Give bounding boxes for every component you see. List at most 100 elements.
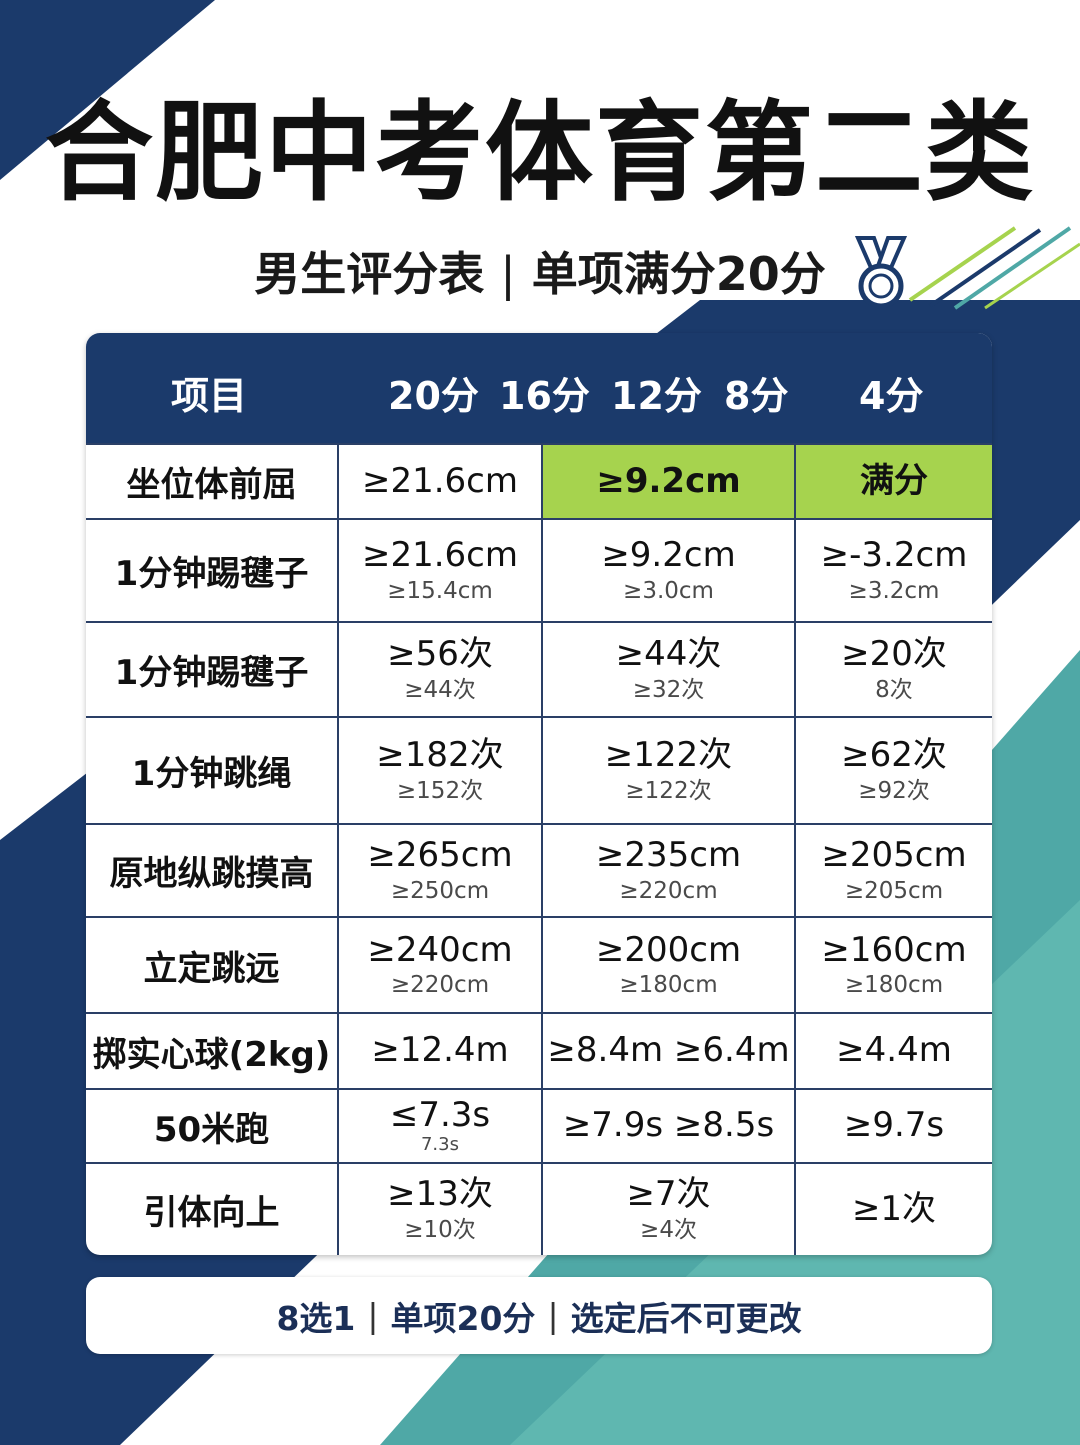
value-cell: ≥235cm ≥220cm — [541, 825, 794, 916]
value-cell: ≥160cm ≥180cm — [794, 918, 992, 1012]
row-label: 1分钟跳绳 — [131, 754, 292, 794]
table-row: 1分钟踢毽子 ≥21.6cm ≥15.4cm ≥9.2cm ≥3.0cm ≥-3.2… — [86, 518, 992, 621]
value-sub: ≥205cm — [844, 877, 944, 904]
value-sub: ≥32次 — [632, 676, 705, 703]
header-8: 8分 — [724, 374, 789, 418]
footer-separator: | — [547, 1296, 559, 1335]
value-main: ≥200cm — [595, 929, 742, 970]
table-row: 立定跳远 ≥240cm ≥220cm ≥200cm ≥180cm ≥160cm ≥18… — [86, 916, 992, 1012]
value-main: ≥182次 — [376, 735, 504, 776]
value-cell-highlight: ≥9.2cm — [541, 445, 794, 518]
value-cell: ≥265cm ≥250cm — [337, 825, 541, 916]
value-sub: ≥180cm — [844, 972, 944, 999]
value-cell: ≥9.7s — [794, 1090, 992, 1162]
value-cell: ≥20次 8次 — [794, 623, 992, 716]
header-4: 4分 — [859, 374, 924, 418]
value-main: ≥7次 — [626, 1174, 711, 1215]
row-label: 立定跳远 — [143, 948, 280, 989]
value-cell: ≥21.6cm — [337, 445, 541, 518]
table-row: 1分钟踢毽子 ≥56次 ≥44次 ≥44次 ≥32次 ≥20次 8次 — [86, 621, 992, 716]
value-main: ≥21.6cm — [361, 535, 518, 576]
value-cell: ≥44次 ≥32次 — [541, 623, 794, 716]
value-main: ≥62次 — [841, 735, 947, 776]
row-label-cell: 原地纵跳摸高 — [86, 825, 337, 916]
table-header: 项目 20分 16分 12分 8分 4分 — [86, 333, 992, 443]
value-sub: ≥220cm — [390, 972, 490, 999]
row-label-cell: 坐位体前屈 — [86, 445, 337, 518]
value-sub: ≥4次 — [640, 1216, 697, 1243]
value-cell: ≥-3.2cm ≥3.2cm — [794, 520, 992, 621]
score-table: 项目 20分 16分 12分 8分 4分 坐位体前屈 ≥21.6cm ≥9.2c… — [86, 333, 992, 1255]
value-main: ≥240cm — [367, 929, 513, 970]
row-label-cell: 1分钟跳绳 — [86, 718, 337, 823]
table-row: 坐位体前屈 ≥21.6cm ≥9.2cm 满分 — [86, 443, 992, 518]
row-label: 50米跑 — [153, 1109, 270, 1150]
value-sub: ≥180cm — [619, 972, 718, 999]
footer-part1: 8选1 — [276, 1298, 356, 1338]
value-cell: ≥1次 — [794, 1164, 992, 1255]
header-20: 20分 — [388, 374, 479, 418]
value-cell: ≥7.9s ≥8.5s — [541, 1090, 794, 1162]
value-main: ≥235cm — [595, 835, 742, 876]
value-main: ≥56次 — [387, 634, 493, 675]
value-sub: ≥15.4cm — [387, 577, 493, 604]
row-label: 坐位体前屈 — [126, 465, 297, 505]
value-main: ≥7.9s ≥8.5s — [562, 1105, 775, 1146]
row-label: 原地纵跳摸高 — [109, 854, 314, 894]
value-sub: ≥3.2cm — [848, 577, 940, 604]
value-sub: ≥10次 — [404, 1216, 476, 1243]
value-main: 满分 — [860, 460, 928, 501]
subtitle-right: 单项满分20分 — [531, 247, 826, 301]
row-label-cell: 50米跑 — [86, 1090, 337, 1162]
value-main: ≥13次 — [387, 1174, 493, 1215]
value-main: ≥1次 — [851, 1188, 937, 1229]
value-sub: ≥152次 — [396, 777, 484, 804]
footer-part3: 选定后不可更改 — [570, 1298, 802, 1338]
table-row: 引体向上 ≥13次 ≥10次 ≥7次 ≥4次 ≥1次 — [86, 1162, 992, 1255]
value-cell: ≥12.4m — [337, 1014, 541, 1088]
row-label: 1分钟踢毽子 — [114, 653, 309, 693]
value-sub: ≥122次 — [625, 777, 712, 804]
value-main: ≥-3.2cm — [820, 535, 968, 576]
value-main: ≥9.7s — [843, 1105, 945, 1146]
header-16: 16分 — [499, 374, 590, 418]
value-sub: ≥220cm — [619, 877, 718, 904]
value-cell: ≤7.3s 7.3s — [337, 1090, 541, 1162]
footer-separator: | — [367, 1296, 379, 1335]
value-main: ≥8.4m ≥6.4m — [547, 1030, 790, 1071]
row-label-cell: 1分钟踢毽子 — [86, 520, 337, 621]
value-main: ≥21.6cm — [361, 460, 518, 501]
value-cell: ≥7次 ≥4次 — [541, 1164, 794, 1255]
value-main: ≥205cm — [821, 835, 967, 876]
value-main: ≤7.3s — [389, 1095, 491, 1136]
value-cell: ≥4.4m — [794, 1014, 992, 1088]
value-main: ≥9.2cm — [601, 535, 736, 576]
medal-icon — [854, 236, 908, 309]
page-subtitle: 男生评分表 | 单项满分20分 — [0, 238, 1080, 304]
row-label-cell: 1分钟踢毽子 — [86, 623, 337, 716]
value-cell: ≥205cm ≥205cm — [794, 825, 992, 916]
value-cell: ≥122次 ≥122次 — [541, 718, 794, 823]
value-cell: ≥62次 ≥92次 — [794, 718, 992, 823]
value-cell: ≥9.2cm ≥3.0cm — [541, 520, 794, 621]
value-main: ≥20次 — [841, 634, 947, 675]
table-row: 原地纵跳摸高 ≥265cm ≥250cm ≥235cm ≥220cm ≥205cm ≥… — [86, 823, 992, 916]
row-label: 掷实心球(2kg) — [92, 1034, 331, 1075]
row-label: 引体向上 — [143, 1193, 280, 1233]
table-row: 50米跑 ≤7.3s 7.3s ≥7.9s ≥8.5s ≥9.7s — [86, 1088, 992, 1162]
value-main: ≥9.2cm — [596, 460, 741, 501]
decorative-stripes — [908, 226, 1080, 310]
value-sub: 8次 — [875, 676, 913, 703]
value-cell: ≥56次 ≥44次 — [337, 623, 541, 716]
value-sub: ≥250cm — [390, 877, 490, 904]
value-main: ≥160cm — [821, 929, 967, 970]
row-label-cell: 掷实心球(2kg) — [86, 1014, 337, 1088]
table-row: 1分钟跳绳 ≥182次 ≥152次 ≥122次 ≥122次 ≥62次 ≥92次 — [86, 716, 992, 823]
footer-note: 8选1 | 单项20分 | 选定后不可更改 — [86, 1277, 992, 1354]
value-cell: ≥8.4m ≥6.4m — [541, 1014, 794, 1088]
subtitle-separator: | — [500, 247, 516, 301]
row-label: 1分钟踢毽子 — [114, 554, 309, 594]
table-row: 掷实心球(2kg) ≥12.4m ≥8.4m ≥6.4m ≥4.4m — [86, 1012, 992, 1088]
value-sub: ≥44次 — [404, 676, 476, 703]
top-left-navy-shape — [0, 0, 215, 180]
